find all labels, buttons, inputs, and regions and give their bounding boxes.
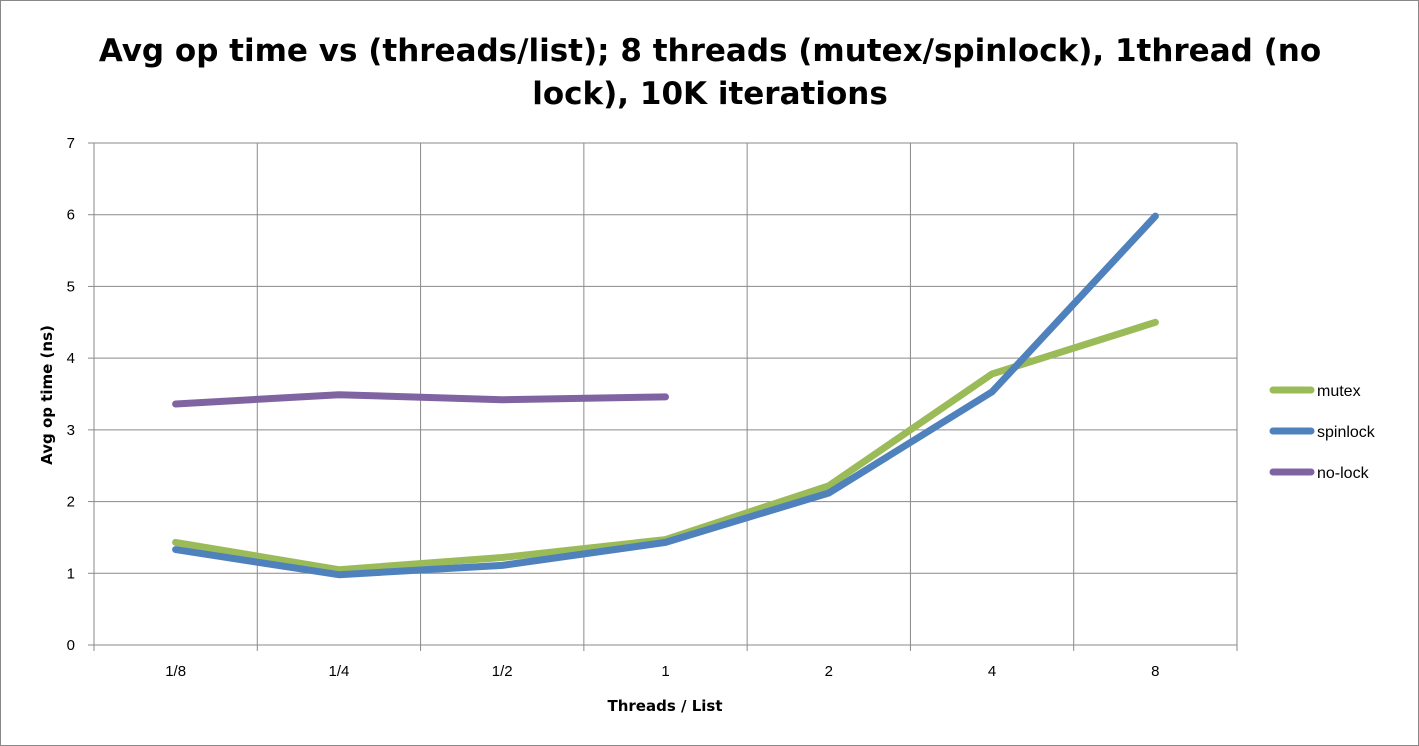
x-tick-label: 1	[661, 663, 669, 680]
legend: mutex spinlock no-lock	[1269, 383, 1376, 482]
y-axis-title: Avg op time (ns)	[38, 325, 56, 465]
legend-label-no-lock: no-lock	[1317, 465, 1370, 482]
y-tick-label: 2	[67, 494, 75, 511]
x-tick-label: 1/4	[328, 663, 349, 680]
y-tick-label: 4	[67, 350, 75, 367]
legend-label-mutex: mutex	[1317, 383, 1361, 400]
gridlines	[94, 142, 1238, 645]
x-tick-label: 1/8	[165, 663, 186, 680]
y-tick-label: 7	[67, 135, 75, 152]
x-tick-label: 1/2	[492, 663, 513, 680]
axes	[88, 142, 1238, 651]
legend-label-spinlock: spinlock	[1317, 424, 1376, 441]
series-line-mutex	[172, 318, 1159, 574]
series-lines	[172, 212, 1159, 579]
y-tick-label: 5	[67, 278, 75, 295]
x-tick-label: 8	[1151, 663, 1159, 680]
x-tick-label: 2	[825, 663, 833, 680]
chart-title-line-2: lock), 10K iterations	[532, 76, 888, 112]
chart-title: Avg op time vs (threads/list); 8 threads…	[99, 33, 1321, 112]
x-axis-title: Threads / List	[608, 697, 723, 715]
series-line-spinlock	[172, 212, 1159, 579]
x-tick-labels: 1/8 1/4 1/2 1 2 4 8	[165, 663, 1159, 680]
x-tick-label: 4	[988, 663, 996, 680]
y-tick-label: 1	[67, 565, 75, 582]
series-line-no-lock	[172, 391, 669, 408]
y-tick-label: 3	[67, 422, 75, 439]
chart-title-line-1: Avg op time vs (threads/list); 8 threads…	[99, 33, 1321, 69]
y-tick-label: 0	[67, 637, 75, 654]
y-tick-labels: 0 1 2 3 4 5 6 7	[67, 135, 75, 654]
y-tick-label: 6	[67, 207, 75, 224]
